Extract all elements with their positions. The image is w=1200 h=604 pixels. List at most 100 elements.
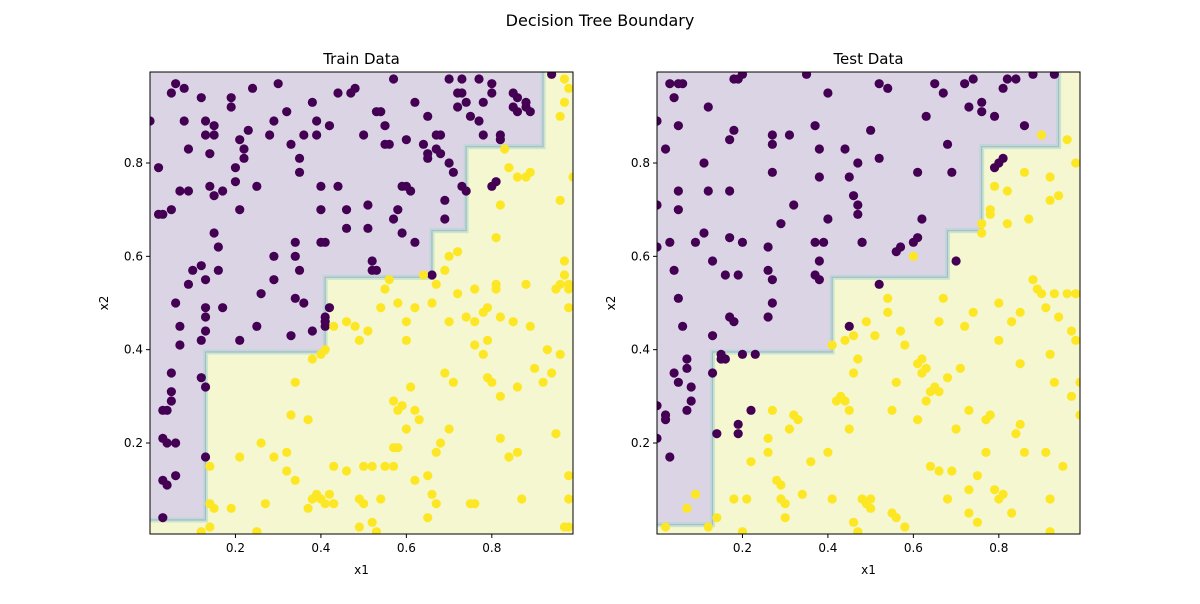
point-class-0 [166, 88, 176, 98]
point-class-1 [942, 494, 953, 504]
point-class-0 [205, 181, 215, 191]
point-class-0 [767, 275, 777, 285]
point-class-1 [559, 270, 570, 280]
point-class-0 [324, 303, 335, 313]
point-class-0 [848, 191, 859, 201]
point-class-1 [690, 489, 701, 499]
point-class-0 [673, 293, 683, 303]
point-class-0 [150, 116, 155, 126]
point-class-0 [175, 186, 185, 196]
point-class-1 [1045, 494, 1055, 504]
point-class-0 [290, 293, 300, 303]
point-class-1 [401, 317, 411, 327]
point-class-1 [682, 503, 692, 513]
point-class-0 [823, 214, 833, 224]
point-class-1 [1019, 167, 1030, 177]
point-class-0 [200, 116, 211, 126]
point-class-0 [707, 368, 718, 378]
point-class-0 [320, 237, 330, 247]
point-class-1 [780, 499, 790, 509]
point-class-1 [329, 499, 339, 509]
point-class-0 [200, 303, 211, 313]
point-class-1 [559, 74, 570, 84]
point-class-0 [213, 265, 223, 275]
point-class-1 [555, 195, 565, 205]
point-class-0 [188, 265, 198, 275]
point-class-1 [737, 527, 748, 534]
region-class-0 [150, 72, 544, 520]
point-class-1 [955, 363, 965, 373]
point-class-0 [290, 251, 300, 261]
point-class-1 [418, 270, 429, 280]
point-class-0 [239, 144, 249, 154]
point-class-0 [294, 265, 305, 275]
point-class-1 [1015, 307, 1025, 317]
point-class-0 [968, 74, 978, 84]
point-class-1 [410, 475, 420, 485]
point-class-0 [657, 200, 662, 210]
point-class-1 [840, 396, 850, 406]
point-class-0 [196, 335, 206, 345]
point-class-1 [388, 396, 399, 406]
x-tick-label: 0.4 [311, 541, 330, 555]
point-class-1 [981, 447, 991, 457]
point-class-0 [525, 107, 535, 117]
point-class-1 [495, 312, 505, 322]
point-class-1 [303, 503, 313, 513]
y-tick-label: 0.8 [631, 156, 650, 170]
point-class-0 [686, 396, 696, 406]
point-class-1 [551, 284, 561, 294]
point-class-1 [401, 424, 411, 434]
point-class-0 [960, 79, 970, 89]
point-class-1 [235, 452, 245, 462]
point-class-1 [1049, 289, 1059, 299]
point-class-0 [440, 214, 450, 224]
point-class-0 [512, 93, 523, 103]
point-class-0 [200, 275, 211, 285]
point-class-1 [900, 340, 910, 350]
point-class-0 [921, 111, 931, 121]
point-class-1 [393, 443, 403, 453]
y-tick-label: 0.8 [124, 156, 143, 170]
y-axis-label: x2 [97, 296, 111, 311]
x-tick-label: 0.2 [226, 541, 245, 555]
y-tick-label: 0.2 [124, 436, 143, 450]
point-class-0 [917, 214, 927, 224]
point-class-1 [307, 354, 317, 364]
point-class-1 [393, 298, 403, 308]
point-class-0 [153, 163, 164, 173]
point-class-1 [763, 433, 773, 443]
point-class-0 [286, 139, 296, 149]
point-class-1 [371, 527, 382, 534]
decision-boundary-core [657, 72, 1060, 526]
point-class-1 [286, 410, 296, 420]
point-class-1 [853, 527, 863, 534]
point-class-1 [806, 457, 816, 467]
point-class-0 [729, 317, 739, 327]
point-class-0 [814, 275, 824, 285]
point-class-1 [448, 377, 458, 387]
point-class-1 [1054, 312, 1064, 322]
point-class-1 [977, 219, 987, 229]
point-class-0 [444, 158, 454, 168]
point-class-1 [1071, 335, 1080, 345]
point-class-1 [895, 326, 906, 336]
point-class-0 [767, 130, 777, 140]
point-class-0 [810, 237, 820, 247]
point-class-1 [823, 447, 833, 457]
point-class-1 [414, 415, 424, 425]
point-class-1 [1045, 527, 1055, 534]
point-class-0 [179, 83, 189, 93]
point-class-0 [252, 181, 262, 191]
point-class-1 [870, 331, 880, 341]
point-class-0 [725, 135, 735, 145]
point-class-1 [470, 499, 480, 509]
panel-test: 0.2 0.4 0.6 0.8 0.2 0.4 0.6 0.8 Test Data x1 x2 [604, 50, 1081, 577]
point-class-1 [555, 349, 565, 359]
point-class-0 [487, 79, 497, 89]
point-class-0 [367, 256, 377, 266]
plot-area [150, 72, 573, 534]
point-class-1 [525, 321, 535, 331]
point-class-0 [235, 335, 245, 345]
point-class-0 [951, 256, 961, 266]
